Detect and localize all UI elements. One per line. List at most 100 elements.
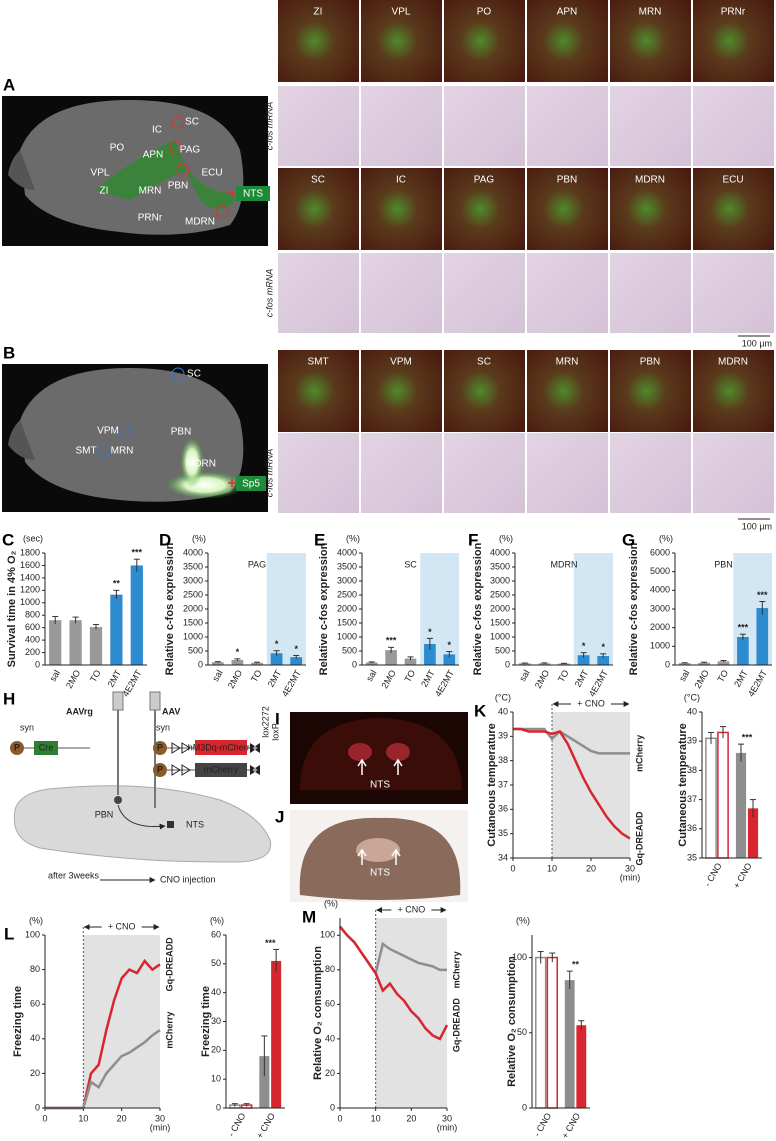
- diagram-h: [10, 691, 272, 883]
- series-line: [339, 925, 449, 1041]
- y-tick-label: 0: [505, 659, 510, 669]
- bar: [737, 637, 749, 665]
- y-tick-label: 1400: [20, 572, 40, 582]
- x-tick-label: 2MT: [573, 668, 591, 689]
- promoter-label: syn: [20, 722, 34, 732]
- ish-image: [693, 86, 774, 166]
- source-label: NTS: [243, 189, 263, 200]
- bar: [385, 650, 397, 665]
- region-label: PAG: [180, 145, 201, 156]
- bar: [558, 663, 570, 665]
- significance-label: ***: [386, 636, 397, 646]
- fluorescence-image: [693, 168, 774, 250]
- x-tick-label: 2MO: [692, 668, 710, 690]
- treatment-label: + CNO: [108, 921, 136, 931]
- x-tick-label: 20: [586, 863, 596, 873]
- y-tick-label: 3500: [490, 561, 510, 571]
- y-tick-label: 0: [216, 1102, 221, 1112]
- y-tick-label: 36: [498, 804, 508, 814]
- ish-image: [527, 86, 608, 166]
- significance-label: ***: [738, 623, 749, 633]
- x-tick-label: 4E2MT: [120, 668, 143, 699]
- unit-label: (%): [192, 533, 206, 543]
- micrograph-label: MRN: [556, 357, 579, 368]
- delay-label: after 3weeks: [48, 870, 100, 880]
- series-label: Gq-DREADD: [164, 937, 174, 991]
- region-label: MDRN: [185, 217, 215, 228]
- region-label: MRN: [111, 446, 134, 457]
- y-tick-label: 0: [352, 659, 357, 669]
- micrograph-label: PBN: [640, 357, 661, 368]
- y-axis-label: Relative c-fos expression: [164, 542, 176, 675]
- micrograph-label: PBN: [557, 175, 578, 186]
- series-label: mCherry: [634, 735, 644, 772]
- bar: [290, 657, 303, 665]
- y-tick-label: 4000: [183, 547, 203, 557]
- x-tick-label: 20: [117, 1113, 127, 1123]
- highlight-band: [573, 553, 594, 665]
- highlight-band: [420, 553, 440, 665]
- y-tick-label: 20: [30, 1068, 40, 1078]
- region-label: VPM: [97, 426, 119, 437]
- y-tick-label: 800: [25, 610, 40, 620]
- significance-label: *: [601, 642, 605, 652]
- y-tick-label: 34: [498, 852, 508, 862]
- ish-image: [610, 86, 691, 166]
- panel-letter: B: [3, 343, 15, 362]
- y-tick-label: 3500: [183, 561, 203, 571]
- bar: [717, 731, 729, 859]
- y-tick-label: 0: [330, 1102, 335, 1112]
- y-tick-label: 0: [665, 659, 670, 669]
- highlight-band: [593, 553, 613, 665]
- bar: [698, 662, 710, 665]
- x-tick-label: 2MT: [106, 668, 124, 689]
- x-tick-label: TO: [88, 668, 103, 684]
- series-line: [513, 727, 631, 840]
- x-tick-label: 2MO: [379, 668, 397, 690]
- treatment-band: [552, 712, 630, 858]
- y-tick-label: 2000: [490, 603, 510, 613]
- highlight-band: [286, 553, 306, 665]
- bar: [756, 608, 769, 665]
- ish-image: [361, 253, 442, 333]
- bar: [404, 658, 417, 665]
- y-tick-label: 36: [687, 823, 697, 833]
- promoter-symbol: P: [157, 764, 163, 774]
- y-tick-label: 80: [30, 964, 40, 974]
- section-images: [290, 712, 468, 902]
- panel-letter: K: [474, 701, 487, 720]
- chart-title: SC: [404, 559, 417, 569]
- bar: [365, 662, 378, 665]
- bar: [259, 1056, 270, 1108]
- y-tick-label: 40: [211, 987, 221, 997]
- y-tick-label: 2500: [337, 589, 357, 599]
- ish-image: [527, 433, 608, 513]
- bar: [678, 663, 691, 665]
- panel-letter: G: [622, 530, 635, 549]
- x-tick-label: 20: [406, 1113, 416, 1123]
- x-tick-label: 0: [510, 863, 515, 873]
- y-axis-label: Relative c-fos expression: [628, 542, 640, 675]
- x-tick-label: 4E2MT: [587, 668, 610, 699]
- bar: [270, 653, 283, 665]
- series-label: mCherry: [164, 1012, 174, 1049]
- y-tick-label: 500: [495, 645, 510, 655]
- region-label: MDRN: [186, 459, 216, 470]
- bar: [705, 737, 717, 859]
- x-tick-label: 10: [371, 1113, 381, 1123]
- bar: [69, 620, 82, 665]
- y-tick-label: 3000: [650, 603, 670, 613]
- significance-label: ***: [132, 548, 143, 558]
- chart-title: PBN: [714, 559, 733, 569]
- micrograph-label: PAG: [474, 175, 495, 186]
- y-tick-label: 2000: [183, 603, 203, 613]
- significance-label: *: [582, 641, 586, 651]
- x-tick-label: + CNO: [560, 1111, 583, 1140]
- gene-label: Cre: [39, 742, 54, 752]
- x-tick-label: + CNO: [254, 1111, 277, 1140]
- region-label: PBN: [95, 809, 114, 819]
- y-tick-label: 500: [342, 645, 357, 655]
- y-tick-label: 1600: [20, 560, 40, 570]
- x-tick-label: - CNO: [532, 1111, 553, 1138]
- y-tick-label: 3000: [490, 575, 510, 585]
